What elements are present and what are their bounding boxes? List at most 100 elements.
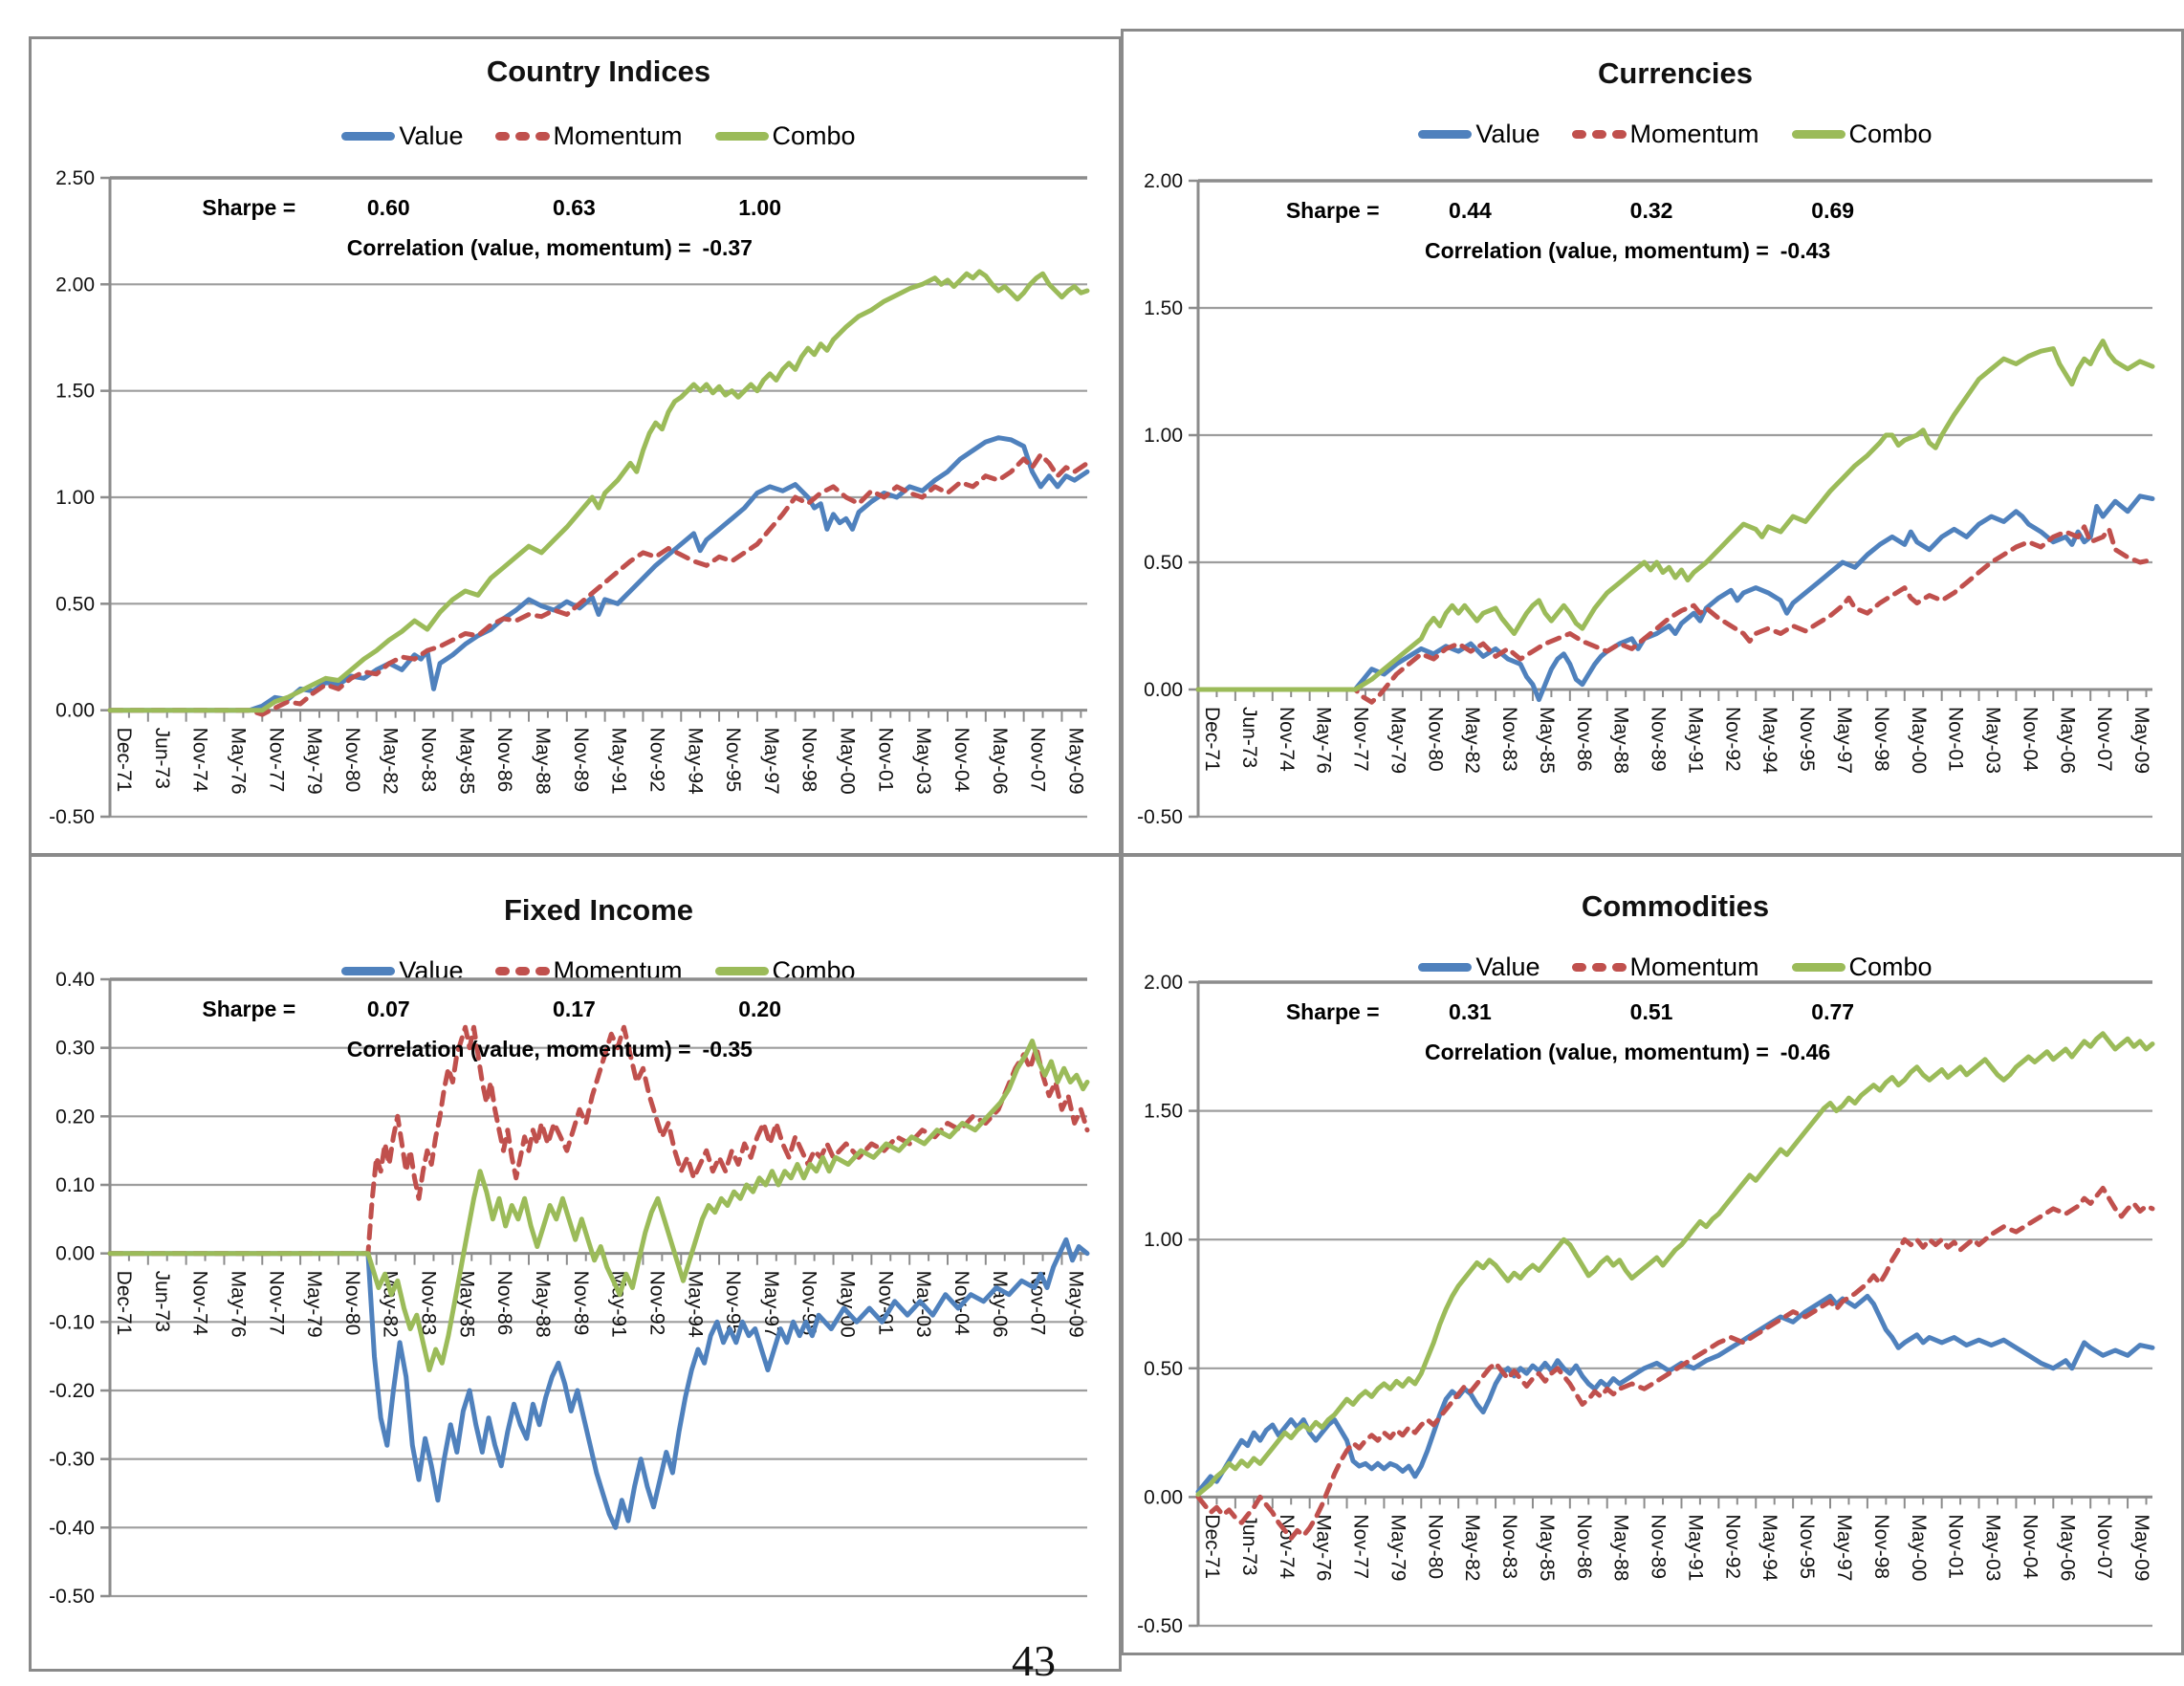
- svg-text:May-03: May-03: [912, 728, 934, 795]
- svg-text:Dec-71: Dec-71: [1201, 1514, 1223, 1579]
- svg-text:May-85: May-85: [1536, 707, 1558, 774]
- momentum-line-swatch: [495, 132, 550, 141]
- svg-text:Nov-80: Nov-80: [341, 1271, 363, 1336]
- svg-text:1.00: 1.00: [55, 487, 95, 509]
- correlation-label: Correlation (value, momentum) =: [346, 1037, 691, 1062]
- svg-text:1.00: 1.00: [1144, 425, 1183, 447]
- legend-item-momentum: Momentum: [1572, 952, 1759, 982]
- momentum-line-swatch: [1572, 130, 1627, 139]
- plot-area: 0.40 0.30 0.20 0.10 0.00 -0.10 -0.20 -0.30 -0.40…: [32, 857, 1119, 1669]
- legend-label: Value: [399, 121, 464, 150]
- svg-text:0.00: 0.00: [1144, 1486, 1183, 1508]
- svg-text:May-91: May-91: [1684, 707, 1706, 774]
- svg-text:Nov-86: Nov-86: [493, 728, 515, 793]
- svg-text:May-06: May-06: [989, 728, 1011, 795]
- plot-area: 2.00 1.50 1.00 0.50 0.00 -0.50 Dec-71 Jun-73 Nov…: [1124, 32, 2181, 853]
- svg-text:May-03: May-03: [1982, 1514, 2004, 1581]
- svg-text:May-79: May-79: [303, 1271, 325, 1338]
- correlation-label: Correlation (value, momentum) =: [1424, 1040, 1769, 1064]
- value-line-swatch: [1418, 130, 1473, 139]
- correlation-value: -0.37: [702, 235, 753, 260]
- svg-text:Nov-95: Nov-95: [722, 1271, 744, 1336]
- svg-text:May-79: May-79: [1387, 707, 1409, 774]
- svg-text:May-00: May-00: [837, 728, 859, 795]
- combo-line-swatch: [1791, 963, 1845, 972]
- svg-text:Nov-04: Nov-04: [2019, 707, 2041, 772]
- svg-text:-0.10: -0.10: [49, 1311, 95, 1333]
- svg-text:Jun-73: Jun-73: [151, 728, 173, 789]
- svg-text:Nov-74: Nov-74: [1276, 1514, 1298, 1579]
- sharpe-label: Sharpe =: [202, 996, 296, 1021]
- svg-text:May-91: May-91: [1684, 1514, 1706, 1581]
- svg-text:May-94: May-94: [684, 1271, 706, 1338]
- svg-text:1.50: 1.50: [1144, 1101, 1183, 1123]
- svg-text:May-76: May-76: [227, 1271, 249, 1338]
- sharpe-label: Sharpe =: [1285, 999, 1380, 1024]
- svg-text:2.50: 2.50: [55, 167, 95, 189]
- correlation-value: -0.43: [1780, 238, 1831, 263]
- sharpe-value-combo: 0.77: [1811, 999, 1855, 1024]
- svg-text:May-97: May-97: [760, 1271, 782, 1338]
- value-line-swatch: [341, 132, 396, 141]
- sharpe-label: Sharpe =: [202, 195, 296, 220]
- svg-text:-0.20: -0.20: [49, 1380, 95, 1402]
- value-line-swatch: [341, 967, 396, 975]
- sharpe-value-value: 0.44: [1449, 198, 1492, 223]
- svg-text:Jun-73: Jun-73: [1238, 707, 1260, 768]
- svg-text:Nov-83: Nov-83: [418, 1271, 440, 1336]
- sharpe-value-value: 0.07: [366, 996, 410, 1021]
- chart-legend: Value Momentum Combo: [1198, 952, 2152, 982]
- chart-title: Fixed Income: [503, 893, 694, 927]
- svg-text:Nov-86: Nov-86: [493, 1271, 515, 1336]
- legend-item-value: Value: [341, 121, 463, 151]
- svg-text:Nov-92: Nov-92: [1721, 1514, 1743, 1579]
- svg-text:May-09: May-09: [1064, 728, 1086, 795]
- chart-plot-svg: 2.00 1.50 1.00 0.50 0.00 -0.50 Dec-71 Jun-73 Nov…: [1137, 170, 2155, 828]
- legend-item-momentum: Momentum: [1572, 120, 1759, 149]
- svg-text:May-94: May-94: [1758, 707, 1780, 774]
- svg-text:Nov-98: Nov-98: [798, 728, 820, 793]
- svg-text:Nov-74: Nov-74: [189, 1271, 211, 1336]
- svg-text:1.50: 1.50: [55, 381, 95, 403]
- chart-legend: Value Momentum Combo: [1198, 120, 2152, 149]
- svg-text:May-76: May-76: [1313, 707, 1335, 774]
- svg-text:1.50: 1.50: [1144, 297, 1183, 319]
- correlation-value: -0.46: [1780, 1040, 1831, 1064]
- svg-text:Dec-71: Dec-71: [1201, 707, 1223, 772]
- svg-text:2.00: 2.00: [55, 274, 95, 296]
- svg-text:Nov-77: Nov-77: [1350, 1514, 1372, 1579]
- svg-text:0.00: 0.00: [55, 700, 95, 722]
- momentum-line-swatch: [1572, 963, 1627, 972]
- legend-label: Momentum: [1629, 120, 1759, 148]
- chart-plot-svg: 2.50 2.00 1.50 1.00 0.50 0.00 -0.50 Dec-71 Jun-7…: [49, 167, 1090, 828]
- svg-text:Nov-95: Nov-95: [1796, 707, 1818, 772]
- plot-area: 2.00 1.50 1.00 0.50 0.00 -0.50 Dec-71 Jun-73 Nov…: [1124, 857, 2181, 1653]
- combo-line-swatch: [714, 967, 769, 975]
- legend-label: Momentum: [1629, 952, 1759, 981]
- svg-text:May-82: May-82: [1461, 707, 1483, 774]
- momentum-line-swatch: [495, 967, 550, 975]
- svg-text:May-82: May-82: [1461, 1514, 1483, 1581]
- svg-text:Nov-74: Nov-74: [1276, 707, 1298, 772]
- svg-text:Nov-89: Nov-89: [1648, 707, 1670, 772]
- svg-text:May-00: May-00: [1908, 1514, 1930, 1581]
- svg-text:-0.50: -0.50: [49, 806, 95, 828]
- svg-text:Nov-07: Nov-07: [2093, 1514, 2115, 1579]
- correlation-value: -0.35: [702, 1037, 753, 1062]
- svg-text:Nov-95: Nov-95: [1796, 1514, 1818, 1579]
- svg-text:May-88: May-88: [532, 1271, 554, 1338]
- svg-text:2.00: 2.00: [1144, 972, 1183, 994]
- sharpe-value-momentum: 0.51: [1629, 999, 1673, 1024]
- svg-text:May-03: May-03: [1982, 707, 2004, 774]
- svg-text:Nov-77: Nov-77: [1350, 707, 1372, 772]
- svg-text:Nov-86: Nov-86: [1573, 1514, 1595, 1579]
- plot-area: 2.50 2.00 1.50 1.00 0.50 0.00 -0.50 Dec-71 Jun-7…: [32, 39, 1119, 853]
- svg-text:Jun-73: Jun-73: [151, 1271, 173, 1332]
- svg-text:Jun-73: Jun-73: [1238, 1514, 1260, 1575]
- chart-plot-svg: 0.40 0.30 0.20 0.10 0.00 -0.10 -0.20 -0.30 -0.40…: [49, 969, 1090, 1608]
- svg-text:-0.50: -0.50: [1137, 1615, 1183, 1637]
- svg-text:Nov-89: Nov-89: [570, 728, 592, 793]
- legend-label: Combo: [772, 121, 856, 150]
- svg-text:May-76: May-76: [1313, 1514, 1335, 1581]
- svg-text:May-06: May-06: [2056, 1514, 2078, 1581]
